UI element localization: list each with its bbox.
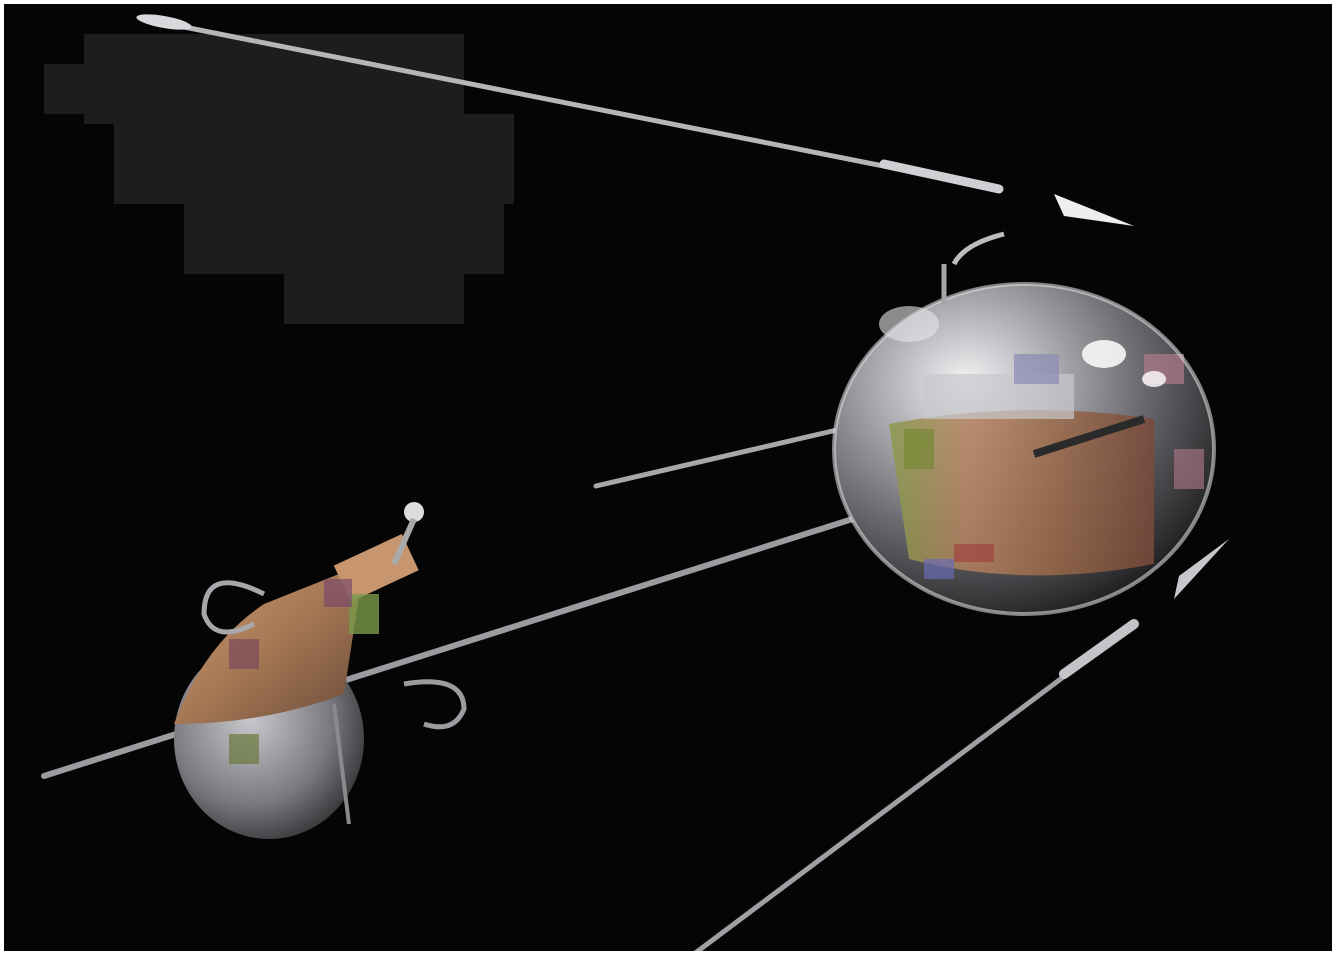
antenna-bottom (693, 619, 1139, 951)
antenna-top (136, 14, 1004, 194)
secondary-object (174, 502, 467, 839)
main-satellite-sphere (832, 282, 1216, 616)
antenna-long-left (41, 506, 887, 779)
background-haze (44, 34, 514, 324)
sphere-fin-top (941, 194, 1134, 304)
antenna-middle (593, 423, 857, 489)
satellite-illustration (41, 14, 1229, 951)
sphere-fin-right (1174, 539, 1229, 599)
space-scene (4, 4, 1332, 951)
